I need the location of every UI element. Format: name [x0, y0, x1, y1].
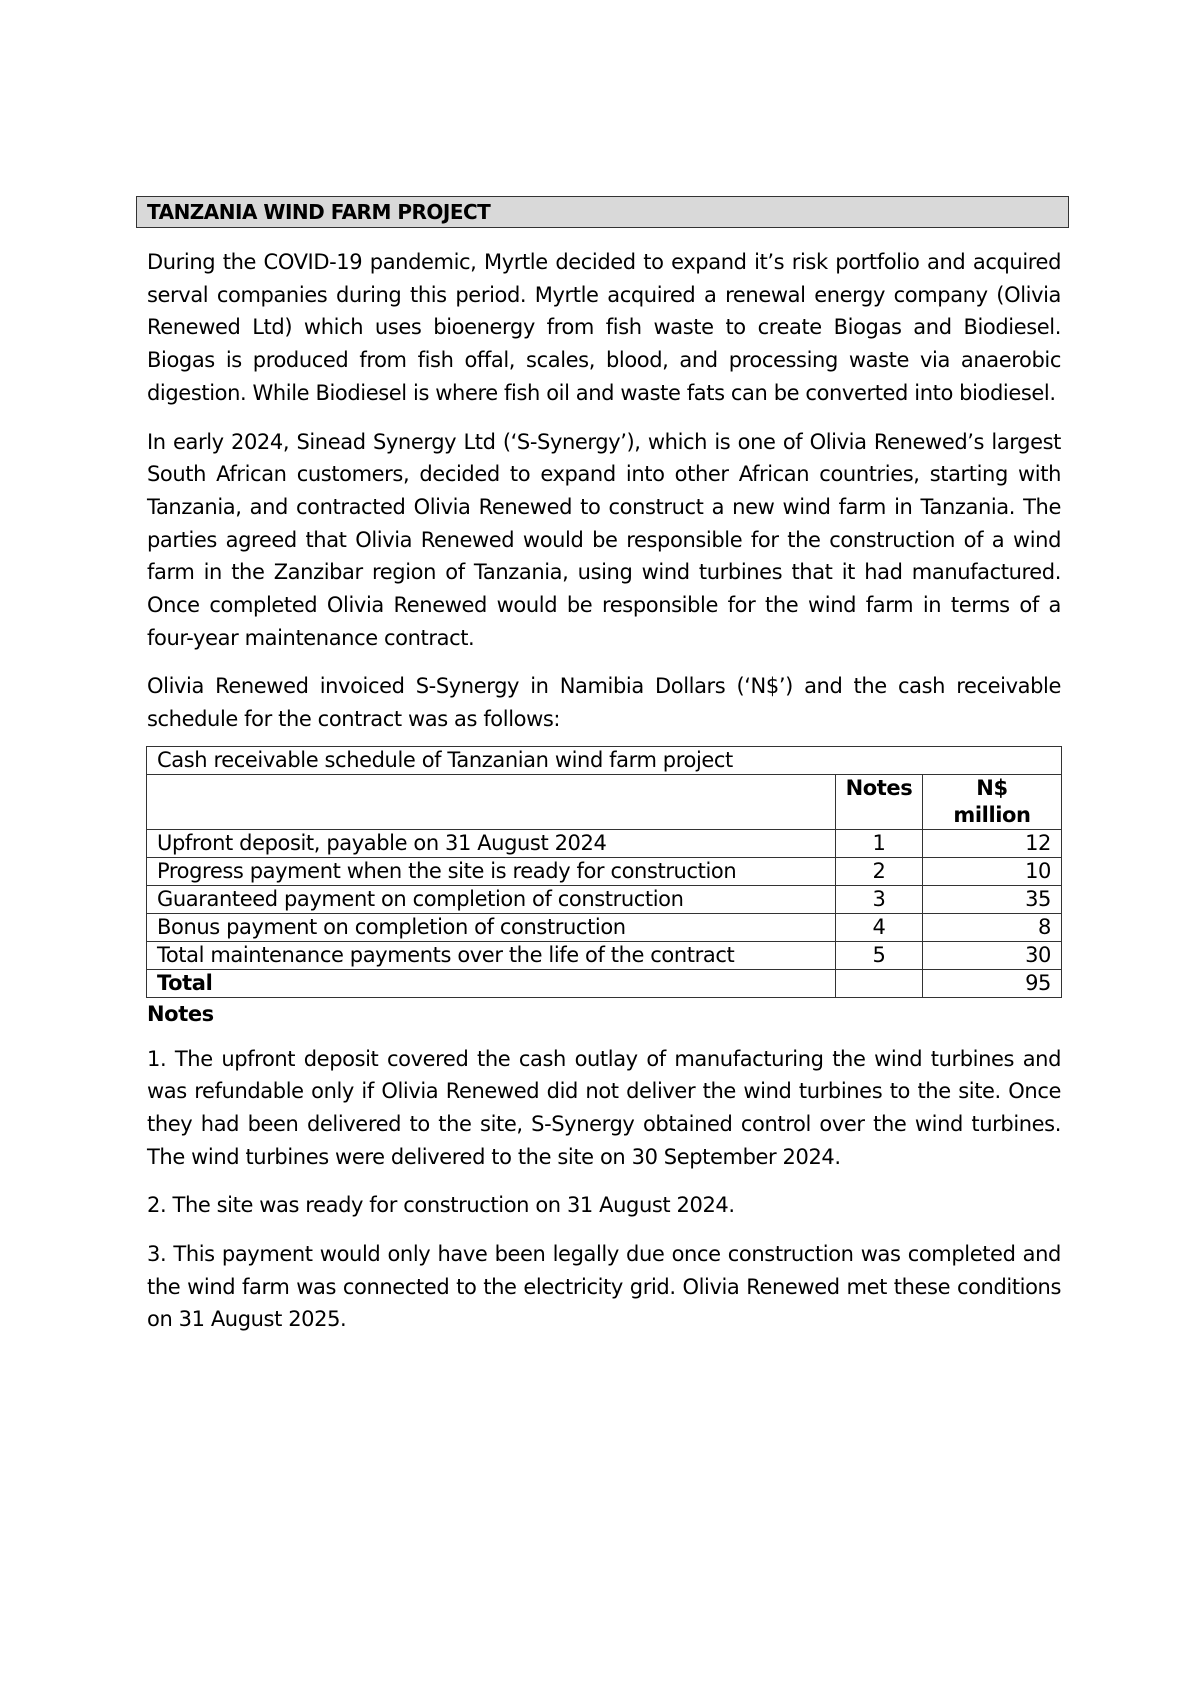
table-caption: Cash receivable schedule of Tanzanian wi… — [146, 745, 1062, 775]
note-item: 2. The site was ready for construction o… — [147, 1193, 735, 1218]
total-label: Total — [146, 968, 836, 998]
row-note: 4 — [835, 912, 923, 942]
table-row: Total maintenance payments over the life… — [146, 940, 1062, 970]
row-amount: 8 — [922, 912, 1062, 942]
header-amount-currency: N$ — [976, 775, 1008, 800]
header-amount-unit: million — [953, 802, 1031, 827]
table-row: Upfront deposit, payable on 31 August 20… — [146, 828, 1062, 858]
row-note: 2 — [835, 856, 923, 886]
paragraph-intro: During the COVID-19 pandemic, Myrtle dec… — [147, 250, 1061, 405]
row-note: 5 — [835, 940, 923, 970]
row-amount: 30 — [922, 940, 1062, 970]
table-row: Bonus payment on completion of construct… — [146, 912, 1062, 942]
row-description: Total maintenance payments over the life… — [146, 940, 836, 970]
note-item: 3. This payment would only have been leg… — [147, 1242, 1061, 1332]
table-header-row: Notes N$ million — [146, 773, 1062, 830]
row-description: Bonus payment on completion of construct… — [146, 912, 836, 942]
row-description: Upfront deposit, payable on 31 August 20… — [146, 828, 836, 858]
row-amount: 12 — [922, 828, 1062, 858]
row-description: Guaranteed payment on completion of cons… — [146, 884, 836, 914]
header-amount: N$ million — [922, 773, 1062, 830]
header-blank — [146, 773, 836, 830]
table-row: Guaranteed payment on completion of cons… — [146, 884, 1062, 914]
total-amount: 95 — [922, 968, 1062, 998]
row-description: Progress payment when the site is ready … — [146, 856, 836, 886]
header-notes: Notes — [835, 773, 923, 830]
row-amount: 10 — [922, 856, 1062, 886]
table-total-row: Total 95 — [146, 968, 1062, 998]
cash-receivable-table: Cash receivable schedule of Tanzanian wi… — [146, 745, 1062, 998]
row-amount: 35 — [922, 884, 1062, 914]
note-item: 1. The upfront deposit covered the cash … — [147, 1046, 1061, 1169]
row-note: 1 — [835, 828, 923, 858]
paragraph-contract: In early 2024, Sinead Synergy Ltd (‘S-Sy… — [147, 429, 1061, 650]
table-row: Progress payment when the site is ready … — [146, 856, 1062, 886]
section-title: TANZANIA WIND FARM PROJECT — [136, 196, 1069, 228]
document-body: During the COVID-19 pandemic, Myrtle dec… — [146, 246, 1062, 1352]
notes-heading: Notes — [147, 1001, 214, 1026]
total-note-blank — [835, 968, 923, 998]
row-note: 3 — [835, 884, 923, 914]
paragraph-invoice: Olivia Renewed invoiced S-Synergy in Nam… — [147, 674, 1061, 732]
